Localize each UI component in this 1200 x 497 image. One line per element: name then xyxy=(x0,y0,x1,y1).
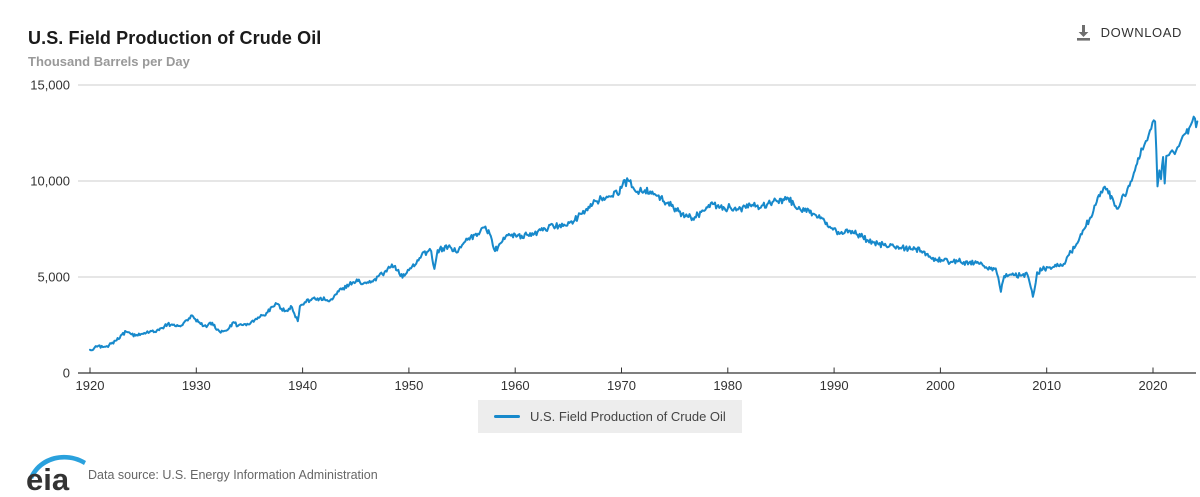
legend-label: U.S. Field Production of Crude Oil xyxy=(530,409,726,424)
eia-logo-graphic: eia xyxy=(26,454,86,497)
x-tick-label: 2020 xyxy=(1139,378,1168,393)
y-tick-label: 0 xyxy=(63,366,70,381)
y-tick-label: 10,000 xyxy=(30,174,70,189)
x-tick-label: 1920 xyxy=(76,378,105,393)
page-title: U.S. Field Production of Crude Oil xyxy=(28,28,322,49)
x-tick-label: 2000 xyxy=(926,378,955,393)
y-tick-label: 5,000 xyxy=(37,270,70,285)
eia-logo[interactable]: eia xyxy=(24,446,90,497)
x-tick-label: 2010 xyxy=(1032,378,1061,393)
y-tick-label: 15,000 xyxy=(30,78,70,93)
x-tick-label: 1930 xyxy=(182,378,211,393)
data-source-text: Data source: U.S. Energy Information Adm… xyxy=(88,468,378,482)
x-tick-label: 1960 xyxy=(501,378,530,393)
legend-swatch xyxy=(494,415,520,418)
download-label: DOWNLOAD xyxy=(1100,25,1182,40)
crude-oil-production-chart[interactable]: 0 5,000 10,000 15,000 1920 1930 1940 1950 1960 19… xyxy=(0,0,1200,398)
x-tick-label: 1970 xyxy=(607,378,636,393)
x-tick-label: 1980 xyxy=(713,378,742,393)
x-tick-label: 1940 xyxy=(288,378,317,393)
x-tick-label: 1990 xyxy=(820,378,849,393)
y-axis-units-label: Thousand Barrels per Day xyxy=(28,54,190,69)
download-icon xyxy=(1076,25,1090,41)
production-line-series[interactable] xyxy=(89,115,1199,352)
download-button[interactable]: DOWNLOAD xyxy=(1071,22,1186,43)
x-tick-label: 1950 xyxy=(394,378,423,393)
eia-logo-text: eia xyxy=(26,462,70,492)
legend-item-crude-oil[interactable]: U.S. Field Production of Crude Oil xyxy=(478,400,742,433)
